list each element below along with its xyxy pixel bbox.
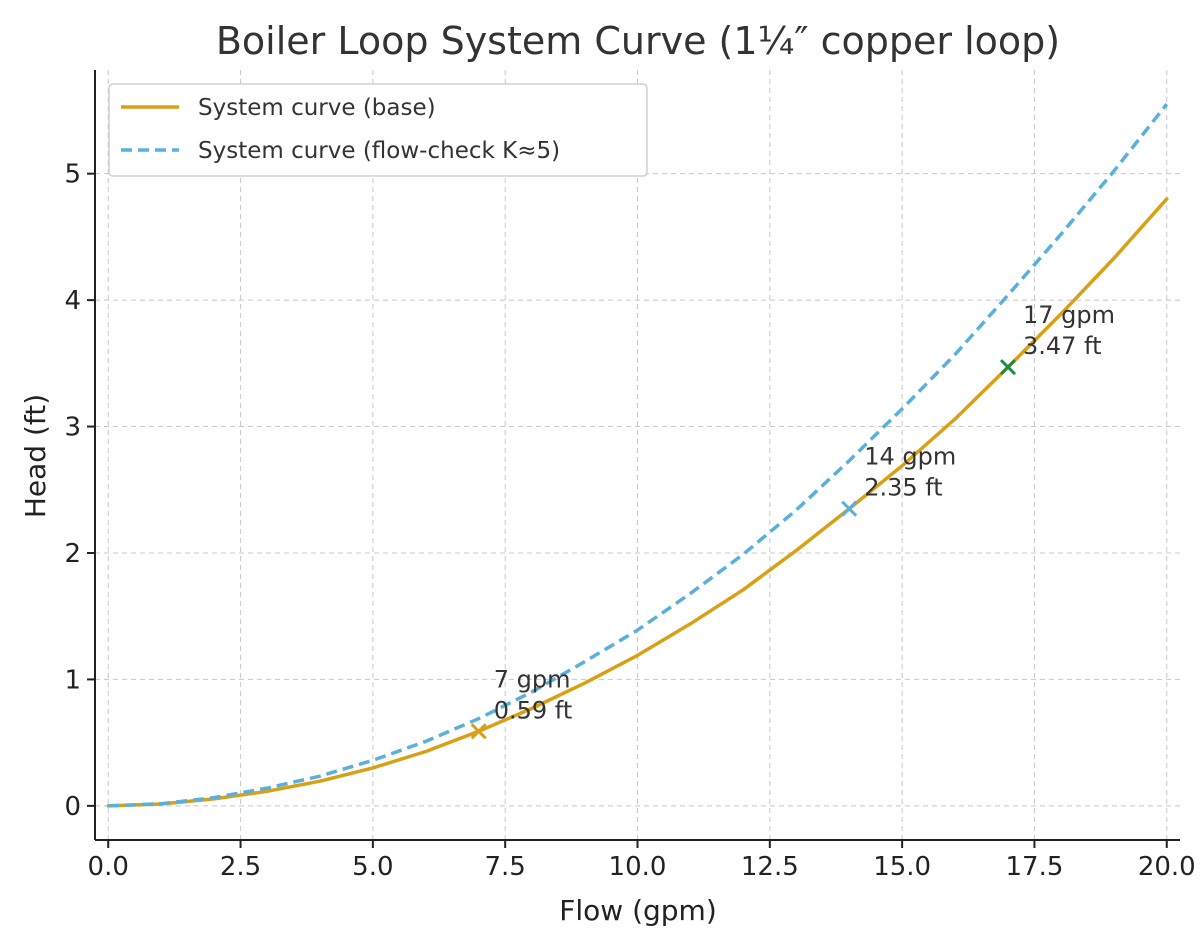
x-tick-label: 20.0 bbox=[1138, 852, 1196, 882]
y-tick-label: 0 bbox=[64, 792, 81, 822]
legend-box bbox=[108, 83, 648, 177]
x-tick-label: 10.0 bbox=[609, 852, 667, 882]
legend-label-base: System curve (base) bbox=[198, 95, 436, 121]
point-annotation-head: 3.47 ft bbox=[1023, 332, 1102, 360]
operating-point-marker bbox=[999, 359, 1017, 376]
x-tick-label: 5.0 bbox=[352, 852, 393, 882]
point-annotation-flow: 14 gpm bbox=[864, 443, 956, 471]
x-tick-label: 15.0 bbox=[873, 852, 931, 882]
y-tick-label: 5 bbox=[64, 160, 81, 190]
x-tick-label: 12.5 bbox=[741, 852, 799, 882]
y-tick-label: 1 bbox=[64, 665, 81, 695]
y-axis-label: Head (ft) bbox=[19, 394, 52, 518]
legend: System curve (base) System curve (flow-c… bbox=[108, 83, 648, 177]
ticks: 0.0 2.5 5.0 7.5 10.0 12.5 15.0 17.5 20.0 0 1 2 3 4 5 bbox=[64, 160, 1195, 882]
operating-point-marker bbox=[841, 500, 858, 517]
operating-point-marker bbox=[470, 723, 487, 740]
x-tick-label: 2.5 bbox=[220, 852, 261, 882]
series-layer bbox=[106, 103, 1169, 808]
series-line-base bbox=[106, 197, 1169, 808]
x-tick-label: 7.5 bbox=[485, 852, 526, 882]
x-tick-label: 0.0 bbox=[88, 852, 129, 882]
chart-title: Boiler Loop System Curve (1¼″ copper loo… bbox=[216, 19, 1060, 63]
series-line-flow-check bbox=[108, 103, 1169, 808]
grid bbox=[95, 70, 1180, 840]
point-annotation-head: 0.59 ft bbox=[494, 696, 573, 724]
y-tick-label: 4 bbox=[64, 286, 81, 316]
point-annotation-flow: 7 gpm bbox=[494, 665, 571, 693]
point-annotation-flow: 17 gpm bbox=[1023, 301, 1115, 329]
axes bbox=[94, 70, 1180, 841]
y-tick-label: 2 bbox=[64, 539, 81, 569]
point-annotation-head: 2.35 ft bbox=[864, 474, 943, 502]
legend-label-flow-check: System curve (flow-check K≈5) bbox=[198, 138, 560, 164]
x-axis-label: Flow (gpm) bbox=[559, 894, 717, 927]
marker-layer: 7 gpm 0.59 ft 14 gpm 2.35 ft 17 gpm 3.47 ft bbox=[470, 301, 1115, 740]
x-tick-label: 17.5 bbox=[1006, 852, 1064, 882]
y-tick-label: 3 bbox=[64, 413, 81, 443]
